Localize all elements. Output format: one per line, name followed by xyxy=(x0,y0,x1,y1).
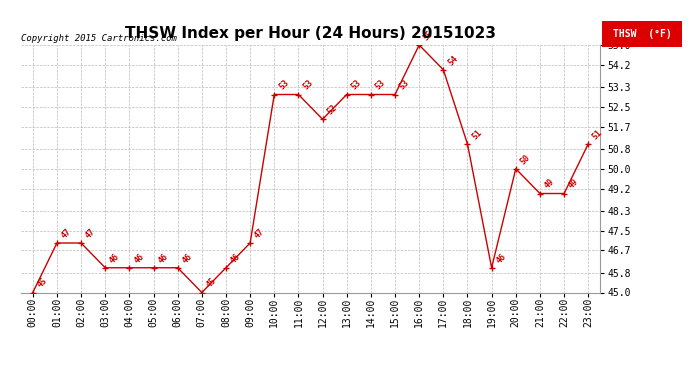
Text: 46: 46 xyxy=(229,252,242,265)
Text: 45: 45 xyxy=(36,276,49,290)
Text: 52: 52 xyxy=(326,103,339,117)
Text: 46: 46 xyxy=(132,252,146,265)
Text: 47: 47 xyxy=(60,227,73,240)
Text: 49: 49 xyxy=(567,177,580,191)
Text: 45: 45 xyxy=(205,276,218,290)
Text: 47: 47 xyxy=(84,227,97,240)
Text: 53: 53 xyxy=(350,78,363,92)
Text: THSW  (°F): THSW (°F) xyxy=(613,29,671,39)
Text: THSW Index per Hour (24 Hours) 20151023: THSW Index per Hour (24 Hours) 20151023 xyxy=(125,26,496,41)
Text: 53: 53 xyxy=(398,78,411,92)
Text: 54: 54 xyxy=(446,54,460,67)
Text: 51: 51 xyxy=(471,128,484,141)
Text: 53: 53 xyxy=(374,78,387,92)
Text: 51: 51 xyxy=(591,128,604,141)
Text: 47: 47 xyxy=(253,227,266,240)
Text: 46: 46 xyxy=(181,252,194,265)
Text: 50: 50 xyxy=(519,153,532,166)
Text: 53: 53 xyxy=(277,78,290,92)
Text: Copyright 2015 Cartronics.com: Copyright 2015 Cartronics.com xyxy=(21,34,177,43)
Text: 55: 55 xyxy=(422,29,435,42)
Text: 49: 49 xyxy=(543,177,556,191)
Text: 53: 53 xyxy=(302,78,315,92)
Text: 46: 46 xyxy=(108,252,121,265)
Text: 46: 46 xyxy=(157,252,170,265)
Text: 46: 46 xyxy=(495,252,508,265)
